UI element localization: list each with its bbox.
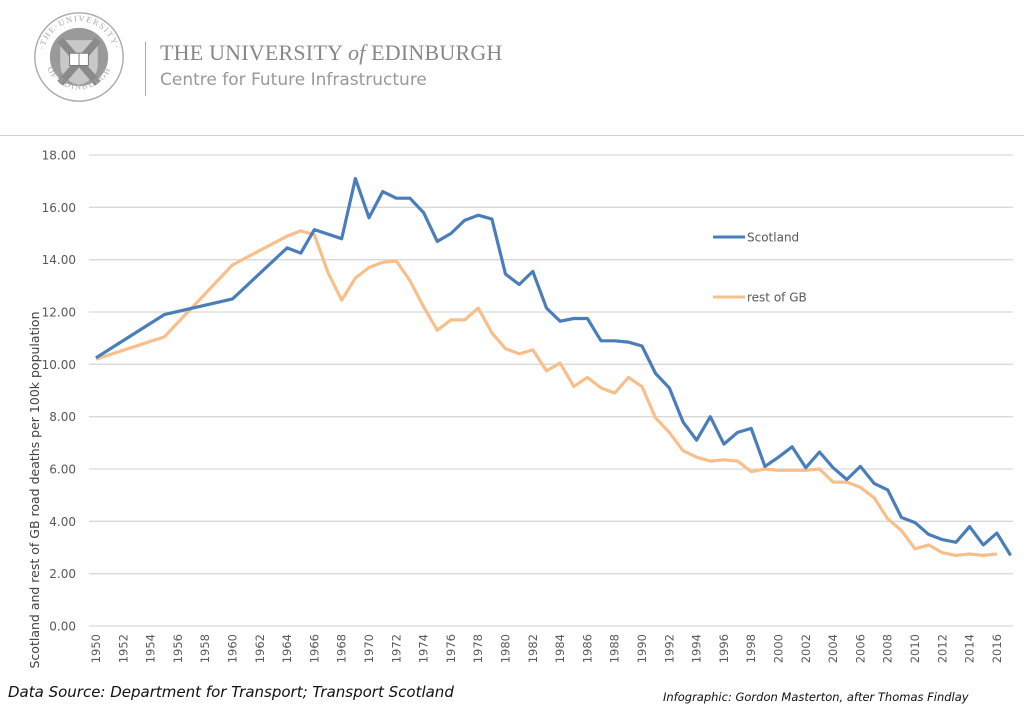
road-deaths-line-chart: 0.00 2.00 4.00 6.00 8.00 10.00 12.00 14.00 16.00… (27, 149, 1013, 668)
x-tick-label: 1998 (744, 634, 758, 663)
y-tick-labels: 0.00 2.00 4.00 6.00 8.00 10.00 12.00 14.00 16.00… (42, 149, 76, 634)
y-tick-label: 16.00 (42, 201, 76, 215)
header-divider (0, 135, 1024, 136)
x-tick-label: 1980 (499, 634, 513, 663)
x-tick-label: 2010 (908, 634, 922, 663)
y-tick-label: 10.00 (42, 358, 76, 372)
x-tick-label: 1978 (471, 634, 485, 663)
university-name: THE UNIVERSITY of EDINBURGH (160, 40, 503, 65)
x-tick-label: 2002 (799, 634, 813, 663)
x-tick-label: 2012 (935, 634, 949, 663)
data-source-caption: Data Source: Department for Transport; T… (8, 683, 454, 701)
series-lines (95, 176, 1012, 557)
x-tick-label: 2004 (826, 634, 840, 663)
x-tick-label: 1950 (89, 634, 103, 663)
gridlines (89, 154, 1013, 627)
legend: Scotland rest of GB (713, 231, 807, 305)
y-tick-label: 4.00 (49, 515, 76, 529)
x-tick-label: 1966 (307, 634, 321, 663)
x-tick-label: 1970 (362, 634, 376, 663)
y-axis-label: Scotland and rest of GB road deaths per … (27, 311, 42, 668)
x-tick-label: 1958 (198, 634, 212, 663)
x-tick-label: 1984 (553, 634, 567, 663)
x-tick-label: 1974 (417, 634, 431, 663)
x-tick-label: 1962 (253, 634, 267, 663)
centre-name: Centre for Future Infrastructure (160, 70, 427, 90)
y-tick-label: 0.00 (49, 620, 76, 634)
y-tick-label: 12.00 (42, 306, 76, 320)
x-tick-label: 1996 (717, 634, 731, 663)
y-tick-label: 14.00 (42, 253, 76, 267)
x-tick-label: 1960 (226, 634, 240, 663)
y-tick-label: 2.00 (49, 567, 76, 581)
x-tick-label: 1990 (635, 634, 649, 663)
legend-label: rest of GB (747, 291, 807, 305)
y-tick-label: 8.00 (49, 410, 76, 424)
x-tick-label: 1954 (144, 634, 158, 663)
x-tick-labels: 1950 1952 1954 1956 1958 1960 1962 1964 1966 1968… (89, 634, 1004, 663)
x-tick-label: 2008 (881, 634, 895, 663)
x-tick-label: 2016 (990, 634, 1004, 663)
series-line-scotland (95, 176, 1012, 557)
x-tick-label: 1976 (444, 634, 458, 663)
x-tick-label: 1952 (116, 634, 130, 663)
x-tick-label: 1982 (526, 634, 540, 663)
university-crest-logo: ·THE·UNIVERSITY· OF·EDINBURGH (34, 12, 124, 102)
x-tick-label: 1956 (171, 634, 185, 663)
y-tick-label: 6.00 (49, 463, 76, 477)
legend-label: Scotland (747, 231, 799, 245)
x-tick-label: 1994 (690, 634, 704, 663)
infographic-credit: Infographic: Gordon Masterton, after Tho… (663, 690, 969, 704)
x-tick-label: 1968 (335, 634, 349, 663)
x-tick-label: 2014 (963, 634, 977, 663)
x-tick-label: 1992 (662, 634, 676, 663)
logo-divider (145, 42, 146, 96)
x-tick-label: 1964 (280, 634, 294, 663)
x-tick-label: 1988 (608, 634, 622, 663)
x-tick-label: 2006 (853, 634, 867, 663)
x-tick-label: 1972 (389, 634, 403, 663)
series-line-rest-of-gb (95, 229, 998, 557)
x-tick-label: 1986 (580, 634, 594, 663)
y-tick-label: 18.00 (42, 149, 76, 163)
x-tick-label: 2000 (772, 634, 786, 663)
